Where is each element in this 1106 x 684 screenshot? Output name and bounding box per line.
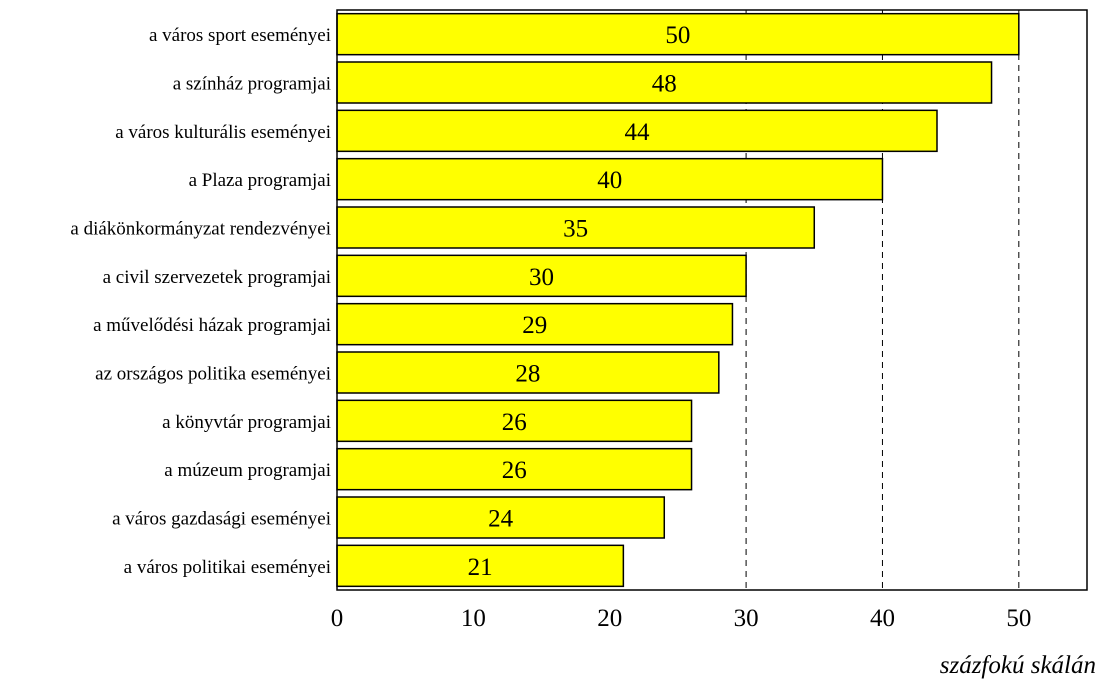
x-axis-ticks: 0 10 20 30 40 50: [331, 605, 1032, 632]
category-label-10: a múzeum programjai: [164, 460, 331, 481]
bar-4: [336, 157, 884, 201]
bar-2: [336, 61, 993, 104]
value-label-12: 21: [468, 554, 493, 581]
bar-12: [336, 544, 625, 588]
category-label-8: az országos politika eseményei: [95, 364, 331, 385]
plot-frame: [336, 9, 1088, 591]
bar-11: [336, 496, 666, 539]
category-label-4: a Plaza programjai: [189, 170, 331, 191]
category-label-6: a civil szervezetek programjai: [103, 267, 331, 288]
value-label-5: 35: [563, 216, 588, 243]
category-label-1: a város sport eseményei: [149, 25, 331, 46]
category-label-3: a város kulturális eseményei: [115, 122, 331, 143]
category-label-12: a város politikai eseményei: [124, 557, 331, 578]
x-tick-label-20: 20: [597, 605, 622, 632]
bar-3: [336, 109, 938, 153]
category-label-2: a színház programjai: [173, 74, 331, 95]
value-label-7: 29: [522, 312, 547, 339]
x-tick-label-50: 50: [1006, 605, 1031, 632]
bar-10: [336, 447, 693, 491]
value-label-2: 48: [652, 71, 677, 98]
value-label-10: 26: [502, 457, 527, 484]
value-label-4: 40: [597, 167, 622, 194]
category-label-5: a diákönkormányzat rendezvényei: [70, 219, 331, 240]
category-label-11: a város gazdasági eseményei: [112, 509, 331, 530]
value-label-6: 30: [529, 264, 554, 291]
value-label-11: 24: [488, 506, 514, 533]
x-axis-title: százfokú skálán: [940, 652, 1096, 679]
x-tick-label-40: 40: [870, 605, 895, 632]
bar-8: [336, 351, 720, 394]
value-label-3: 44: [625, 119, 651, 146]
category-labels: a város sport eseményei a színház program…: [70, 25, 331, 578]
value-label-9: 26: [502, 409, 527, 436]
gridlines: [745, 10, 1020, 590]
x-tick-label-30: 30: [734, 605, 759, 632]
category-label-7: a művelődési házak programjai: [93, 315, 331, 336]
x-tick-label-0: 0: [331, 605, 344, 632]
bar-6: [336, 254, 747, 298]
value-label-8: 28: [515, 361, 540, 388]
bar-1: [336, 12, 1020, 56]
category-label-9: a könyvtár programjai: [162, 412, 331, 433]
value-label-1: 50: [665, 22, 690, 49]
bars: [336, 12, 1020, 588]
x-tick-label-10: 10: [461, 605, 486, 632]
